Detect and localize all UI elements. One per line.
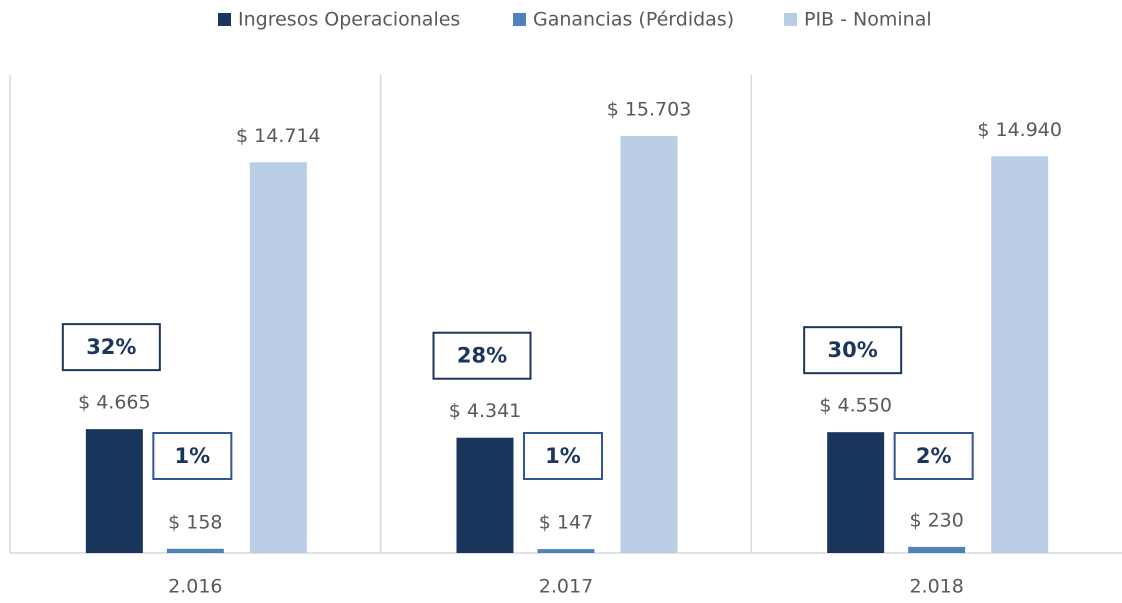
ratio-box bbox=[523, 432, 603, 480]
legend-label: Ganancias (Pérdidas) bbox=[533, 9, 734, 31]
ratio-box bbox=[803, 326, 903, 375]
ratio-label: 1% bbox=[175, 444, 211, 468]
data-label: $ 4.665 bbox=[78, 392, 151, 414]
bar bbox=[908, 546, 966, 553]
bar bbox=[85, 429, 143, 553]
bar bbox=[827, 432, 885, 553]
legend-label: Ingresos Operacionales bbox=[238, 9, 460, 31]
bar bbox=[166, 548, 224, 553]
data-label: $ 14.940 bbox=[977, 119, 1062, 141]
data-label: $ 158 bbox=[168, 511, 222, 533]
data-label: $ 14.714 bbox=[236, 125, 321, 147]
legend-label: PIB - Nominal bbox=[804, 9, 932, 31]
legend-swatch bbox=[784, 13, 797, 26]
ratio-box bbox=[61, 323, 161, 372]
ratio-box bbox=[893, 432, 974, 480]
ratio-box bbox=[152, 432, 233, 480]
ratio-box bbox=[432, 331, 532, 380]
data-label: $ 147 bbox=[539, 512, 593, 534]
bar bbox=[249, 162, 307, 554]
data-label: $ 4.550 bbox=[819, 395, 892, 417]
legend-swatch bbox=[513, 13, 526, 26]
ratio-label: 28% bbox=[457, 344, 507, 368]
ratio-label: 30% bbox=[828, 338, 878, 362]
x-tick-label: 2.018 bbox=[909, 576, 963, 598]
data-label: $ 15.703 bbox=[607, 98, 692, 120]
bar bbox=[991, 156, 1049, 553]
bar bbox=[620, 135, 678, 553]
legend-swatch bbox=[218, 13, 231, 26]
ratio-label: 2% bbox=[916, 444, 952, 468]
bar bbox=[537, 549, 595, 553]
data-label: $ 230 bbox=[909, 509, 963, 531]
data-label: $ 4.341 bbox=[449, 400, 522, 422]
ratio-label: 32% bbox=[86, 335, 136, 359]
bar bbox=[456, 437, 514, 553]
x-tick-label: 2.017 bbox=[539, 576, 593, 598]
x-tick-label: 2.016 bbox=[168, 576, 222, 598]
ratio-label: 1% bbox=[545, 444, 581, 468]
